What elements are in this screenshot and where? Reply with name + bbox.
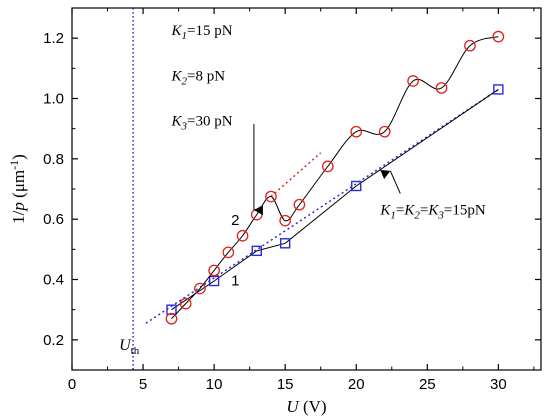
params-case2-line: K1=15 pN bbox=[170, 23, 232, 42]
param-value: =30 pN bbox=[187, 114, 233, 130]
series-2-point bbox=[407, 75, 419, 87]
param-value: = bbox=[396, 203, 404, 219]
param-value: =15 pN bbox=[187, 23, 233, 39]
y-tick-label: 0.6 bbox=[43, 211, 64, 228]
y-tick-label: 1.0 bbox=[43, 91, 64, 108]
param-value: =15pN bbox=[444, 203, 486, 219]
y-axis-label-exp: -1 bbox=[7, 160, 21, 170]
x-axis-label: U (V) bbox=[286, 397, 326, 416]
series-2-point bbox=[435, 82, 448, 94]
x-tick-label: 20 bbox=[348, 376, 365, 393]
fit-line bbox=[145, 88, 499, 324]
series-1-line bbox=[171, 89, 499, 311]
params-case1: K1=K2=K3=15pN bbox=[379, 203, 485, 222]
series-1-point bbox=[251, 245, 262, 257]
x-tick-label: 25 bbox=[419, 376, 436, 393]
series-2-point bbox=[194, 282, 206, 295]
series-1-point bbox=[208, 275, 220, 287]
threshold-label-sub: th bbox=[131, 345, 140, 357]
series-2-point bbox=[279, 214, 292, 227]
x-tick-label: 0 bbox=[68, 376, 76, 393]
y-axis-label-prefix: 1/ bbox=[9, 210, 28, 224]
series-2-point bbox=[293, 198, 306, 211]
series-2-line bbox=[171, 36, 499, 320]
param-sub: 2 bbox=[182, 75, 188, 87]
params-case2-line: K3=30 pN bbox=[170, 114, 232, 133]
y-tick-label: 1.2 bbox=[43, 30, 64, 47]
x-axis-label-unit: (V) bbox=[299, 397, 327, 416]
series-1-point bbox=[493, 84, 504, 95]
y-axis-label-unit: (μm bbox=[9, 170, 28, 202]
series-2-point bbox=[236, 229, 249, 242]
series-2-point bbox=[222, 246, 235, 259]
param-k: K bbox=[427, 203, 439, 219]
param-k: K bbox=[170, 114, 182, 130]
series-2-point bbox=[321, 160, 334, 173]
threshold-label: Uth bbox=[119, 337, 140, 357]
param-value: = bbox=[420, 203, 428, 219]
params-case1-arrow bbox=[380, 169, 401, 194]
y-axis-label-close: ) bbox=[9, 154, 28, 160]
plot-frame bbox=[71, 7, 542, 371]
params-case2-line: K2=8 pN bbox=[170, 68, 225, 87]
param-sub: 3 bbox=[437, 210, 444, 222]
series-2-point bbox=[265, 190, 277, 203]
x-tick-label: 30 bbox=[490, 376, 507, 393]
param-sub: 1 bbox=[182, 30, 188, 42]
param-k: K bbox=[379, 203, 391, 219]
series-2-point bbox=[378, 125, 391, 138]
series-2-point bbox=[208, 264, 220, 277]
series-1-point bbox=[351, 180, 362, 192]
series-1-point bbox=[279, 238, 291, 249]
y-tick-label: 0.4 bbox=[43, 272, 64, 289]
series-2-point bbox=[179, 297, 192, 310]
series-2-point bbox=[350, 125, 363, 138]
y-axis-label: 1/p (μm-1) bbox=[7, 154, 28, 224]
series-2-point bbox=[464, 39, 476, 52]
param-sub: 1 bbox=[390, 210, 396, 222]
param-sub: 2 bbox=[414, 210, 420, 222]
x-tick-label: 5 bbox=[139, 376, 147, 393]
param-sub: 3 bbox=[181, 121, 188, 133]
series-2-point bbox=[492, 30, 505, 43]
x-tick-label: 10 bbox=[206, 376, 223, 393]
curve-label-2: 2 bbox=[231, 212, 239, 229]
param-value: =8 pN bbox=[187, 68, 225, 84]
y-tick-label: 0.8 bbox=[43, 151, 64, 168]
curve-label-1: 1 bbox=[231, 273, 239, 290]
param-k: K bbox=[170, 23, 182, 39]
threshold-label-main: U bbox=[119, 337, 132, 354]
y-axis-label-var: p bbox=[9, 202, 28, 212]
param-k: K bbox=[170, 68, 182, 84]
fit-line bbox=[270, 152, 322, 198]
param-k: K bbox=[403, 203, 415, 219]
y-tick-label: 0.2 bbox=[43, 332, 64, 349]
x-tick-label: 15 bbox=[277, 376, 294, 393]
x-axis-label-var: U bbox=[286, 397, 300, 416]
series-2-point bbox=[165, 312, 178, 325]
